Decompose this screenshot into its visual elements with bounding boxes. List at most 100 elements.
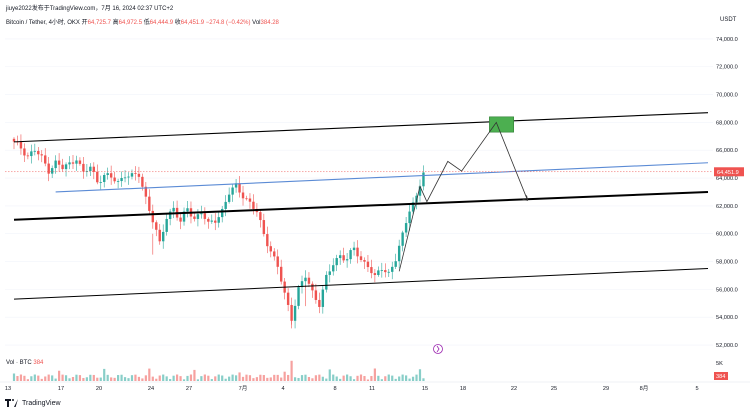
volume-label: Vol · BTC bbox=[6, 360, 32, 366]
volume-bar bbox=[332, 374, 335, 381]
volume-bar bbox=[85, 377, 88, 381]
candle-body bbox=[68, 162, 71, 165]
candle-body bbox=[155, 222, 158, 230]
last-price-tag bbox=[714, 167, 744, 177]
time-tick-label: 13 bbox=[5, 386, 11, 392]
volume-bar bbox=[366, 379, 370, 381]
volume-bar bbox=[78, 375, 82, 381]
time-tick-label: 8月 bbox=[640, 385, 649, 392]
volume-bar bbox=[37, 375, 40, 381]
volume-bar bbox=[51, 375, 54, 381]
volume-bar bbox=[342, 375, 345, 381]
volume-bar bbox=[96, 377, 99, 381]
candle-body bbox=[217, 217, 220, 223]
volume-bar bbox=[314, 375, 317, 381]
price-tick-label: 60,000.0 bbox=[716, 232, 738, 238]
publish-info: jiuye2022发布于TradingView.com，7月 16, 2024 … bbox=[6, 6, 174, 12]
volume-bar bbox=[346, 374, 349, 381]
price-tick-label: 58,000.0 bbox=[716, 260, 738, 266]
candle-body bbox=[366, 261, 370, 268]
blue-trend-line bbox=[55, 162, 709, 193]
candle-body bbox=[203, 213, 207, 219]
candle-body bbox=[123, 177, 127, 179]
candle-body bbox=[262, 220, 266, 235]
candles bbox=[12, 134, 425, 329]
volume-bar bbox=[130, 375, 134, 381]
candle-body bbox=[200, 213, 203, 215]
volume-bar bbox=[273, 374, 276, 381]
volume-bar bbox=[373, 368, 376, 381]
candle-body bbox=[113, 177, 116, 182]
volume-bar bbox=[415, 374, 418, 381]
volume-bar bbox=[12, 373, 16, 381]
candle-body bbox=[311, 283, 314, 291]
volume-bar bbox=[394, 378, 397, 381]
open-value: 64,725.7 bbox=[87, 20, 111, 26]
candle-body bbox=[248, 198, 252, 202]
candle-body bbox=[19, 141, 23, 149]
volume-bar bbox=[352, 379, 356, 381]
candle-body bbox=[64, 164, 68, 170]
candle-body bbox=[241, 192, 245, 199]
candle-body bbox=[109, 173, 113, 178]
candle-body bbox=[103, 175, 106, 183]
candle-body bbox=[61, 164, 64, 170]
volume-bar bbox=[311, 378, 314, 381]
candle-body bbox=[23, 148, 26, 156]
time-tick-label: 5 bbox=[695, 386, 698, 392]
volume-bar bbox=[210, 379, 213, 381]
candle-body bbox=[92, 166, 96, 172]
candle-body bbox=[352, 247, 356, 251]
candle-body bbox=[54, 160, 57, 169]
volume-bar bbox=[47, 374, 50, 381]
tradingview-logo[interactable]: TradingView bbox=[5, 399, 61, 407]
volume-bar bbox=[363, 376, 366, 381]
time-tick-label: 27 bbox=[186, 386, 192, 392]
symbol-label[interactable]: Bitcoin / Tether, 4小时, OKX bbox=[6, 20, 80, 26]
volume-bar bbox=[189, 374, 193, 381]
volume-bar bbox=[120, 374, 123, 381]
price-tick-label: 72,000.0 bbox=[716, 65, 738, 71]
last-price-label: 64,451.9 bbox=[717, 170, 739, 176]
candle-body bbox=[179, 217, 182, 222]
volume-bar bbox=[196, 379, 200, 381]
volume-bar bbox=[349, 376, 352, 381]
volume-bar bbox=[127, 378, 130, 381]
volume-bar bbox=[262, 375, 265, 381]
volume-bar bbox=[325, 378, 328, 381]
volume-bar bbox=[259, 374, 262, 381]
candle-body bbox=[12, 138, 16, 142]
volume-bar bbox=[359, 374, 363, 381]
volume-bar bbox=[276, 374, 279, 381]
volume-bar bbox=[179, 376, 182, 381]
candle-body bbox=[120, 177, 123, 182]
volume-bar bbox=[23, 375, 26, 381]
candle-body bbox=[380, 270, 384, 271]
channel-top-line bbox=[13, 112, 709, 143]
volume-bar bbox=[44, 376, 47, 381]
candle-body bbox=[293, 305, 297, 321]
price-tick-label: 64,000.0 bbox=[716, 176, 738, 182]
candle-body bbox=[78, 160, 82, 164]
candle-body bbox=[37, 150, 40, 155]
low-label: 低 bbox=[143, 20, 150, 26]
candle-body bbox=[44, 155, 47, 164]
currency-label: USDT bbox=[720, 17, 737, 23]
volume-bars: 5K 384 bbox=[12, 360, 728, 381]
candle-body bbox=[332, 265, 335, 272]
volume-bar bbox=[110, 377, 113, 381]
candle-body bbox=[172, 207, 175, 212]
volume-bar bbox=[252, 378, 255, 381]
price-tick-label: 68,000.0 bbox=[716, 120, 738, 126]
candle-body bbox=[314, 290, 318, 300]
candle-body bbox=[411, 202, 415, 212]
candle-body bbox=[57, 160, 61, 165]
volume-bar bbox=[356, 375, 359, 381]
high-label: 高 bbox=[112, 20, 119, 26]
candle-body bbox=[182, 211, 186, 222]
candle-body bbox=[297, 287, 300, 306]
candle-body bbox=[359, 256, 363, 261]
volume-bar bbox=[418, 369, 422, 381]
candle-body bbox=[238, 183, 241, 193]
